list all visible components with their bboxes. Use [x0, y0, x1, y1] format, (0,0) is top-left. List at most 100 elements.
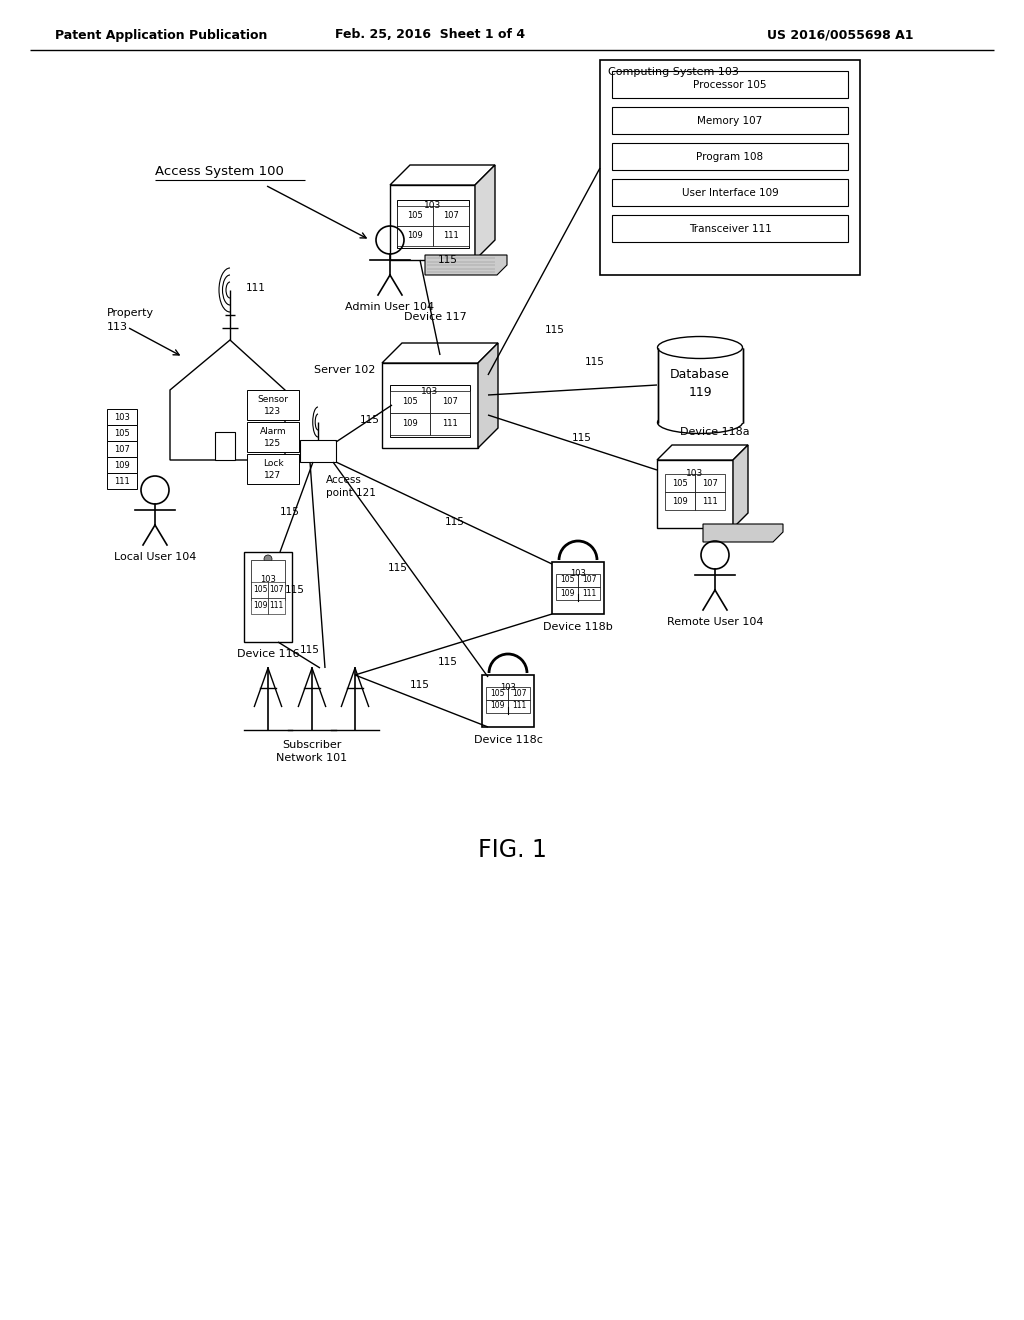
Text: 105: 105 — [672, 479, 688, 487]
Text: 111: 111 — [269, 602, 283, 610]
Ellipse shape — [657, 412, 742, 433]
Bar — [397, 206, 433, 226]
Polygon shape — [425, 255, 507, 275]
Bar — [430, 413, 470, 436]
Text: 111: 111 — [582, 589, 596, 598]
Text: Remote User 104: Remote User 104 — [667, 616, 763, 627]
Polygon shape — [170, 341, 285, 459]
Text: Device 118b: Device 118b — [543, 622, 613, 632]
Text: 115: 115 — [438, 255, 458, 265]
Text: 115: 115 — [585, 356, 605, 367]
Text: 105: 105 — [253, 586, 267, 594]
Text: 109: 109 — [402, 420, 418, 429]
Bar — [612, 180, 848, 206]
Bar — [247, 422, 299, 451]
Text: 105: 105 — [114, 429, 130, 437]
Polygon shape — [733, 445, 748, 528]
Bar — [482, 675, 534, 727]
Text: 111: 111 — [246, 282, 266, 293]
Ellipse shape — [657, 337, 742, 359]
Bar — [106, 473, 137, 488]
Bar — [268, 598, 285, 614]
Text: 115: 115 — [388, 564, 408, 573]
Text: 115: 115 — [445, 517, 465, 527]
Text: 105: 105 — [489, 689, 504, 697]
Bar — [433, 226, 469, 246]
Text: User Interface 109: User Interface 109 — [682, 187, 778, 198]
Bar — [106, 457, 137, 473]
Text: 115: 115 — [572, 433, 592, 444]
Bar — [390, 391, 430, 413]
Bar — [390, 413, 430, 436]
Text: 111: 111 — [443, 231, 459, 240]
Bar — [657, 459, 733, 528]
Text: 115: 115 — [280, 507, 300, 517]
Bar — [106, 409, 137, 425]
Text: 113: 113 — [106, 322, 128, 333]
Text: 109: 109 — [408, 231, 423, 240]
Text: 107: 107 — [442, 397, 458, 407]
Text: Admin User 104: Admin User 104 — [345, 302, 434, 312]
Bar — [397, 201, 469, 248]
Bar — [430, 391, 470, 413]
Text: Network 101: Network 101 — [276, 752, 347, 763]
Polygon shape — [478, 343, 498, 447]
Polygon shape — [703, 524, 783, 543]
Text: 109: 109 — [253, 602, 267, 610]
Text: 115: 115 — [360, 414, 380, 425]
Bar — [106, 425, 137, 441]
Bar — [578, 587, 600, 601]
Bar — [390, 185, 475, 260]
Text: 105: 105 — [402, 397, 418, 407]
Text: 103: 103 — [424, 202, 441, 210]
Text: 127: 127 — [264, 470, 282, 479]
Bar — [665, 492, 695, 510]
Polygon shape — [382, 343, 498, 363]
Text: 107: 107 — [512, 689, 526, 697]
Bar — [508, 686, 530, 700]
Bar — [244, 552, 292, 642]
Bar — [247, 454, 299, 484]
Bar — [657, 347, 742, 422]
Bar — [268, 582, 285, 598]
Text: 111: 111 — [512, 701, 526, 710]
Circle shape — [264, 554, 272, 564]
Text: Sensor: Sensor — [257, 395, 289, 404]
Bar — [215, 432, 234, 459]
Bar — [665, 474, 695, 492]
Bar — [612, 143, 848, 170]
Text: 105: 105 — [560, 576, 574, 585]
Text: Program 108: Program 108 — [696, 152, 764, 161]
Bar — [612, 71, 848, 98]
Text: 103: 103 — [421, 387, 438, 396]
Bar — [612, 215, 848, 242]
Text: 105: 105 — [408, 211, 423, 220]
Bar — [390, 385, 470, 437]
Text: 111: 111 — [702, 496, 718, 506]
Text: 123: 123 — [264, 407, 282, 416]
Text: Alarm: Alarm — [260, 426, 287, 436]
Text: 103: 103 — [260, 574, 275, 583]
Text: 107: 107 — [443, 211, 459, 220]
Polygon shape — [475, 165, 495, 260]
Text: 109: 109 — [672, 496, 688, 506]
Text: FIG. 1: FIG. 1 — [477, 838, 547, 862]
Bar — [556, 587, 578, 601]
Text: 103: 103 — [114, 412, 130, 421]
Bar — [251, 560, 285, 601]
Text: 111: 111 — [114, 477, 130, 486]
Text: Computing System 103: Computing System 103 — [608, 67, 739, 77]
Text: 115: 115 — [410, 680, 430, 690]
Text: Local User 104: Local User 104 — [114, 552, 197, 562]
Bar — [486, 700, 508, 713]
Bar — [552, 562, 604, 614]
Text: Server 102: Server 102 — [313, 366, 375, 375]
Text: Access System 100: Access System 100 — [155, 165, 284, 178]
Text: 107: 107 — [702, 479, 718, 487]
Bar — [106, 441, 137, 457]
Text: 115: 115 — [545, 325, 565, 335]
Text: 109: 109 — [114, 461, 130, 470]
Text: Device 118c: Device 118c — [473, 735, 543, 744]
Bar — [397, 226, 433, 246]
Bar — [556, 574, 578, 587]
